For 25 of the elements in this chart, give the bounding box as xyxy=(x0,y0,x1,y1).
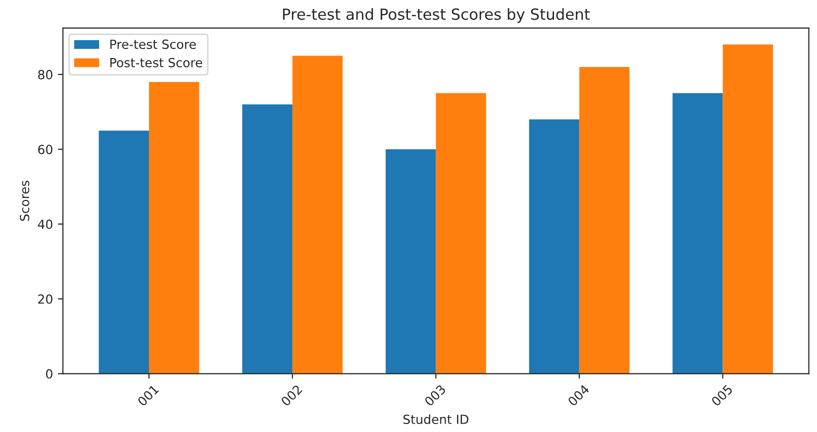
bar xyxy=(722,44,773,374)
bar xyxy=(436,93,486,374)
x-tick-label: 004 xyxy=(567,384,590,407)
bar xyxy=(98,130,149,374)
y-tick-label: 40 xyxy=(38,220,52,229)
y-tick-label: 0 xyxy=(46,369,52,379)
x-tick-label: 003 xyxy=(424,384,446,407)
bar xyxy=(386,149,436,374)
y-tick-label: 80 xyxy=(38,70,52,80)
bar xyxy=(242,104,292,374)
x-axis-title: Student ID xyxy=(403,414,468,424)
x-tick-label: 001 xyxy=(137,384,160,407)
y-tick-label: 20 xyxy=(38,294,52,304)
bar xyxy=(672,93,723,374)
chart-title: Pre-test and Post-test Scores by Student xyxy=(283,8,590,23)
y-tick-label: 60 xyxy=(38,144,52,154)
legend-label: Post-test Score xyxy=(110,58,202,68)
y-axis-title: Scores xyxy=(20,180,30,221)
bar xyxy=(148,82,200,374)
x-tick-label: 005 xyxy=(710,384,733,407)
legend-label: Pre-test Score xyxy=(110,40,196,50)
x-tick-label: 002 xyxy=(280,384,303,407)
bar xyxy=(529,119,580,374)
bar xyxy=(579,66,630,374)
bar xyxy=(292,56,343,374)
